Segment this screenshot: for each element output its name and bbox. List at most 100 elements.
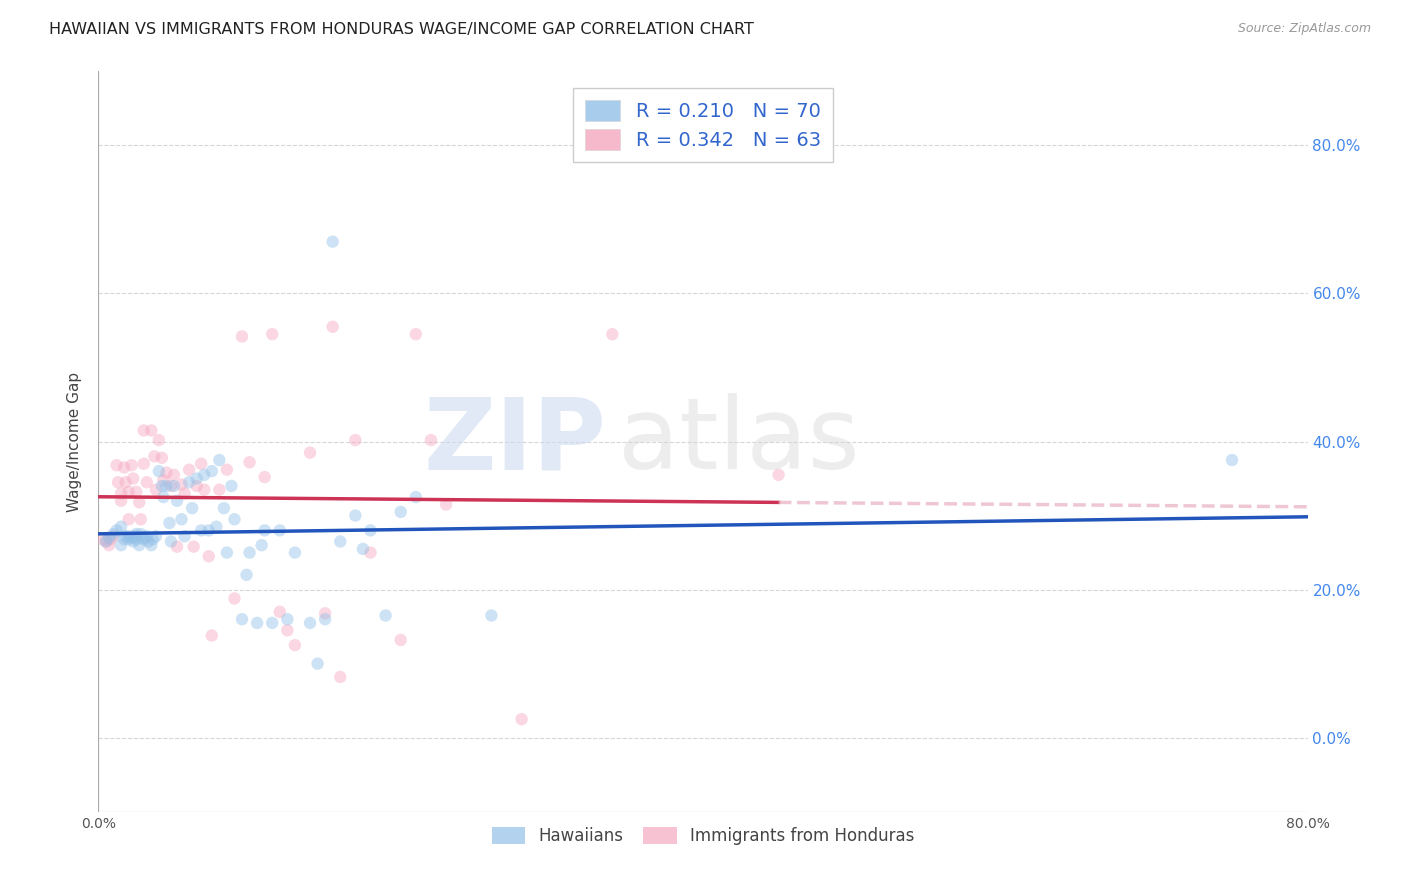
Text: HAWAIIAN VS IMMIGRANTS FROM HONDURAS WAGE/INCOME GAP CORRELATION CHART: HAWAIIAN VS IMMIGRANTS FROM HONDURAS WAG… [49,22,754,37]
Point [269,524,291,538]
Point [314,612,336,626]
Point [132,424,155,438]
Point [201,628,224,642]
Point [215,546,238,560]
Point [322,319,344,334]
Point [239,455,262,469]
Point [510,712,533,726]
Point [136,534,159,549]
Point [152,473,174,487]
Point [150,479,173,493]
Point [122,534,145,549]
Point [163,467,186,482]
Point [299,615,322,630]
Point [141,424,163,438]
Point [125,484,148,499]
Point [94,534,117,549]
Point [190,457,212,471]
Point [98,538,121,552]
Point [152,490,174,504]
Point [1220,453,1243,467]
Point [224,591,246,606]
Point [118,484,141,499]
Point [344,433,367,447]
Point [405,490,427,504]
Point [352,541,374,556]
Point [262,327,284,342]
Point [135,475,157,490]
Point [405,327,427,342]
Point [132,531,155,545]
Text: ZIP: ZIP [423,393,606,490]
Point [132,533,155,547]
Point [118,529,141,543]
Point [173,529,195,543]
Point [768,467,790,482]
Point [231,612,253,626]
Point [193,467,215,482]
Point [186,472,208,486]
Point [239,546,262,560]
Point [122,472,145,486]
Point [284,546,307,560]
Point [128,538,150,552]
Point [159,516,181,530]
Point [142,533,165,547]
Point [114,475,136,490]
Point [118,533,141,547]
Point [110,538,132,552]
Point [181,501,204,516]
Point [420,433,443,447]
Point [143,450,166,464]
Point [105,524,128,538]
Point [112,533,135,547]
Point [253,524,276,538]
Point [602,327,624,342]
Point [145,483,167,497]
Point [344,508,367,523]
Point [231,329,253,343]
Point [103,529,125,543]
Point [170,477,193,491]
Point [253,470,276,484]
Point [150,450,173,465]
Point [103,527,125,541]
Point [114,529,136,543]
Point [221,479,243,493]
Point [201,464,224,478]
Point [110,493,132,508]
Point [141,538,163,552]
Point [135,529,157,543]
Point [262,615,284,630]
Point [129,512,152,526]
Point [166,493,188,508]
Point [148,433,170,447]
Point [322,235,344,249]
Point [100,533,122,547]
Point [132,457,155,471]
Point [276,612,298,626]
Point [170,512,193,526]
Point [155,466,177,480]
Point [246,615,269,630]
Point [163,479,186,493]
Point [186,479,208,493]
Point [374,608,396,623]
Point [208,483,231,497]
Point [179,475,201,490]
Text: Source: ZipAtlas.com: Source: ZipAtlas.com [1237,22,1371,36]
Y-axis label: Wage/Income Gap: Wage/Income Gap [67,371,83,512]
Point [118,512,141,526]
Point [269,605,291,619]
Point [299,445,322,459]
Point [125,533,148,547]
Point [145,529,167,543]
Point [94,534,117,549]
Point [389,505,412,519]
Point [160,479,183,493]
Point [110,486,132,500]
Point [110,519,132,533]
Point [112,460,135,475]
Point [250,538,273,552]
Point [360,524,382,538]
